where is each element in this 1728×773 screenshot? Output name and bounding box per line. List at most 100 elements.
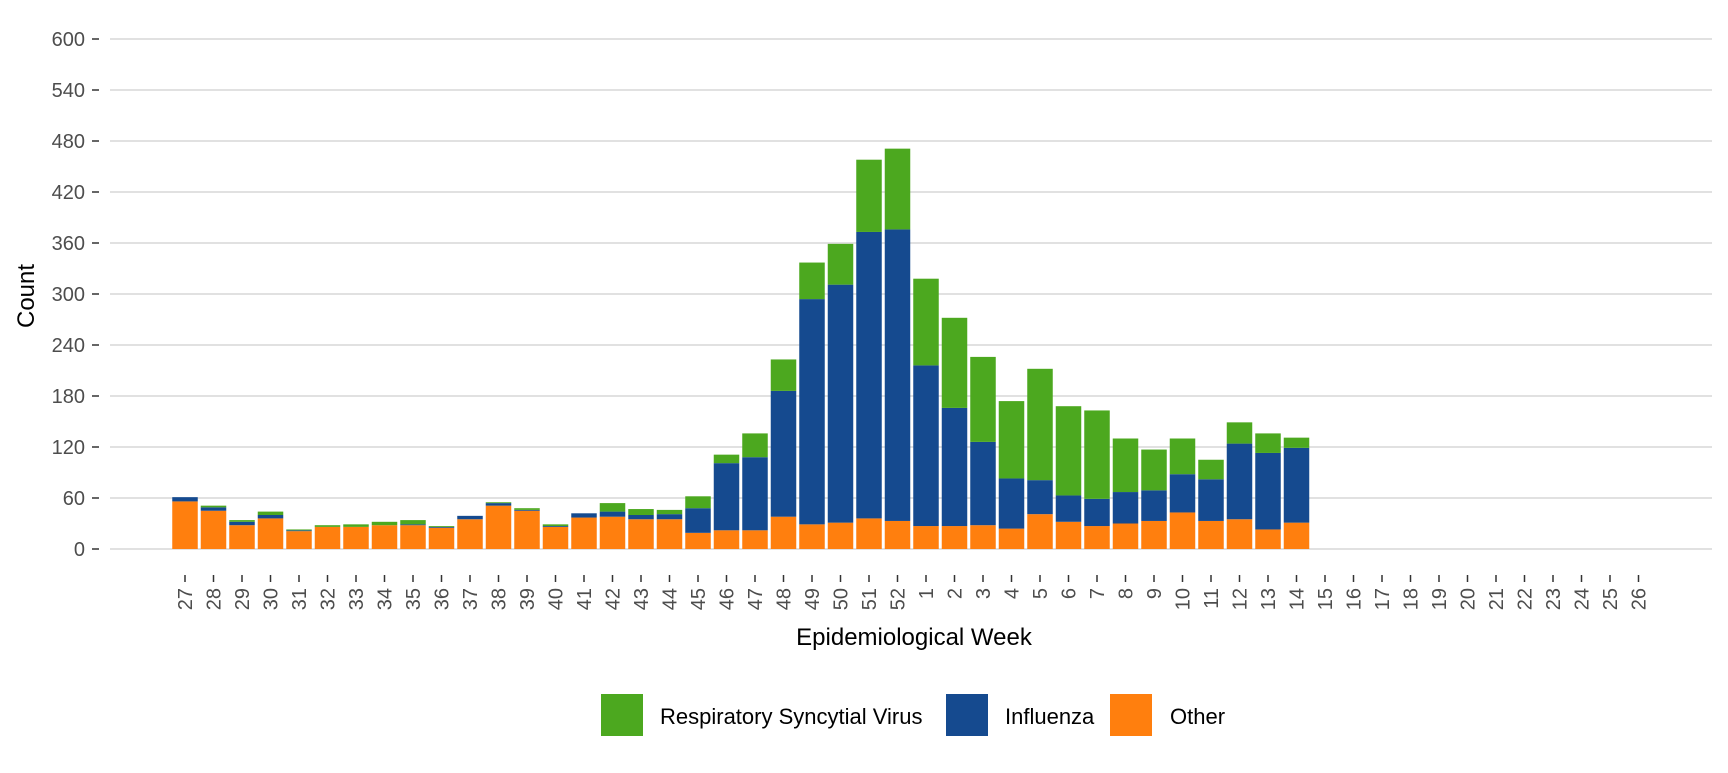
bar-segment	[685, 496, 711, 509]
legend-label: Respiratory Syncytial Virus	[660, 704, 922, 729]
bar-segment	[913, 278, 939, 366]
bar-segment	[1055, 495, 1082, 522]
x-tick-label: 43	[631, 588, 653, 610]
bar-segment	[371, 525, 398, 549]
bar-segment	[428, 526, 455, 527]
bar-segment	[799, 524, 825, 549]
x-tick-label: 3	[973, 588, 995, 599]
bar-segment	[628, 519, 654, 549]
bar-segment	[884, 229, 911, 521]
bar-segment	[998, 528, 1025, 549]
x-tick-label: 20	[1458, 588, 1480, 610]
x-tick-label: 5	[1030, 588, 1052, 599]
bar-segment	[656, 514, 683, 520]
x-tick-label: 48	[774, 588, 796, 610]
bar-segment	[1226, 519, 1253, 549]
x-tick-label: 40	[546, 588, 568, 610]
bar-segment	[685, 532, 711, 549]
bar-segment	[400, 520, 426, 525]
grid	[110, 38, 1712, 550]
y-tick-label: 420	[52, 182, 85, 204]
bar-segment	[1283, 522, 1310, 549]
x-axis: 27 28 29 30 31 32 33 34 35 36 37 38 39 40 41 42 43 44 45 46…	[175, 575, 1651, 610]
bar-segment	[1283, 447, 1310, 523]
bar-segment	[457, 515, 483, 520]
x-tick-label: 47	[745, 588, 767, 610]
bar-segment	[599, 503, 626, 512]
bar-segment	[1226, 422, 1253, 444]
bar-segment	[1084, 498, 1110, 527]
x-tick-label: 10	[1173, 588, 1195, 610]
bar-segment	[1084, 526, 1110, 549]
bar-segment	[628, 509, 654, 515]
bar-segment	[628, 515, 654, 520]
x-tick-label: 41	[574, 588, 596, 610]
y-tick-label: 480	[52, 131, 85, 153]
bar-segment	[770, 359, 797, 391]
bar-segment	[856, 518, 882, 549]
bar-segment	[200, 505, 227, 508]
bar-segment	[941, 526, 968, 549]
bar-segment	[599, 516, 626, 549]
bar-segment	[884, 520, 911, 549]
x-tick-label: 42	[603, 588, 625, 610]
x-tick-label: 52	[888, 588, 910, 610]
x-tick-label: 9	[1144, 588, 1166, 599]
x-tick-label: 11	[1201, 588, 1223, 609]
bar-segment	[229, 520, 255, 522]
x-tick-label: 51	[859, 588, 881, 610]
x-tick-label: 13	[1258, 588, 1280, 610]
bar-segment	[1255, 529, 1281, 549]
bar-segment	[856, 159, 882, 232]
bar-segment	[514, 508, 540, 510]
bar-segment	[1141, 449, 1167, 491]
bar-segment	[286, 531, 312, 549]
x-tick-label: 15	[1315, 588, 1337, 610]
x-tick-label: 39	[517, 588, 539, 610]
bar-segment	[257, 511, 284, 515]
x-tick-label: 16	[1344, 588, 1366, 610]
x-tick-label: 8	[1116, 588, 1138, 599]
bar-segment	[827, 284, 854, 523]
x-tick-label: 4	[1002, 588, 1024, 599]
y-axis-title: Count	[13, 264, 40, 328]
bar-segment	[1112, 492, 1139, 524]
x-tick-label: 33	[346, 588, 368, 610]
bar-segment	[941, 407, 968, 527]
x-tick-label: 34	[375, 588, 397, 610]
bar-segment	[343, 524, 369, 527]
x-tick-label: 49	[802, 588, 824, 610]
bar-segment	[1084, 410, 1110, 499]
bar-segment	[1055, 521, 1082, 549]
bar-segment	[713, 463, 740, 531]
bar-segment	[257, 518, 284, 549]
bar-segment	[286, 530, 312, 532]
y-axis: 0 60 120 180 240 300 360 420 480 540 600	[52, 29, 99, 561]
x-tick-label: 31	[289, 588, 311, 610]
x-tick-label: 30	[261, 588, 283, 610]
bar-segment	[542, 526, 569, 527]
bars	[172, 148, 1310, 549]
x-tick-label: 38	[489, 588, 511, 610]
y-tick-label: 60	[63, 488, 85, 510]
x-tick-label: 14	[1287, 588, 1309, 610]
bar-segment	[314, 525, 341, 527]
bar-segment	[856, 231, 882, 519]
x-tick-label: 1	[916, 588, 938, 599]
bar-segment	[1169, 438, 1196, 475]
bar-segment	[286, 529, 312, 531]
bar-segment	[827, 243, 854, 285]
x-tick-label: 7	[1087, 588, 1109, 599]
bar-segment	[542, 526, 569, 549]
bar-segment	[1198, 520, 1224, 549]
bar-segment	[229, 521, 255, 526]
bar-segment	[998, 478, 1025, 529]
bar-segment	[485, 505, 512, 549]
x-tick-label: 28	[204, 588, 226, 610]
y-tick-label: 360	[52, 233, 85, 255]
bar-segment	[1169, 474, 1196, 513]
bar-segment	[970, 525, 996, 549]
bar-segment	[913, 365, 939, 527]
bar-segment	[1198, 479, 1224, 521]
bar-segment	[200, 510, 227, 549]
